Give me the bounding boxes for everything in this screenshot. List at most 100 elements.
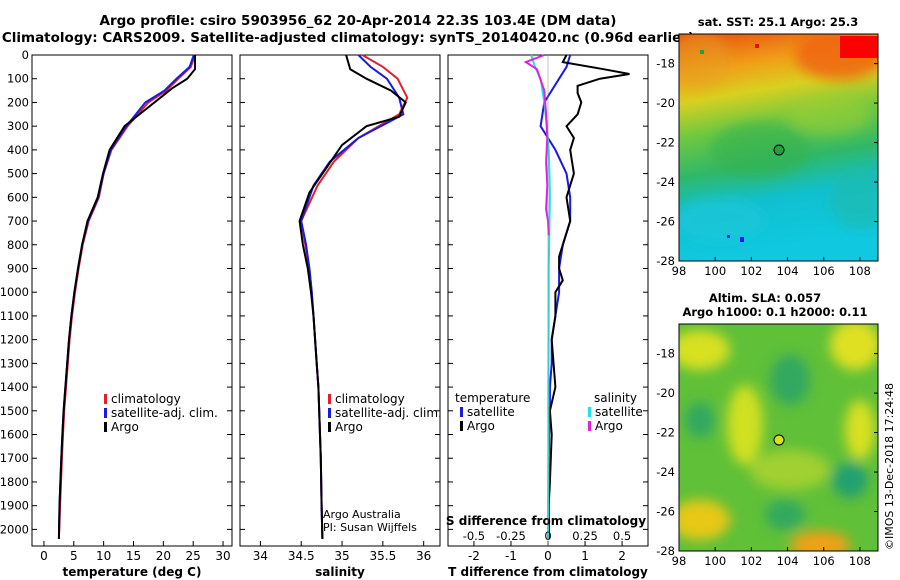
sla-axes: 98 100 102 104 106 108 -18 -20 -22 -24 -26 -28 [656, 347, 878, 568]
xtick-label-differences: 0 [544, 549, 552, 563]
sla-blobs [679, 324, 878, 551]
xtick-label-differences: 1 [581, 549, 589, 563]
map-xtick-label: 106 [813, 554, 835, 568]
map-ytick-label: -26 [656, 505, 675, 519]
sst-map: sat. SST: 25.1 Argo: 25.3 98 100 102 104 106… [656, 15, 879, 278]
series-line-argo [298, 54, 407, 539]
xtick-label-temperature: 15 [126, 549, 141, 563]
xlabel-salinity: salinity [315, 565, 365, 579]
xtick-label-temperature: 30 [215, 549, 230, 563]
xtick-label-temperature: 10 [96, 549, 111, 563]
header-line2: Climatology: CARS2009. Satellite-adjuste… [2, 30, 694, 46]
depth-tick-label: 1100 [0, 309, 29, 323]
depth-tick-label: 800 [7, 238, 29, 252]
x2tick-label: 0.5 [613, 529, 631, 543]
panel-temperature: 0100200300400500600700800900100011001200… [0, 48, 233, 579]
profile-panels: 0100200300400500600700800900100011001200… [0, 48, 649, 579]
depth-tick-label: 1400 [0, 380, 29, 394]
map-ytick-label: -18 [656, 347, 675, 361]
plot-frame-salinity [239, 54, 441, 547]
credit-line2: PI: Susan Wijffels [323, 521, 417, 534]
map-xtick-label: 104 [777, 554, 799, 568]
legend-swatch [460, 421, 463, 431]
xtick-label-temperature: 25 [186, 549, 201, 563]
depth-tick-label: 1900 [0, 499, 29, 513]
legend-label-temp-argo: Argo [467, 419, 495, 433]
series-line-argo [57, 55, 196, 539]
xlabel-temperature: temperature (deg C) [63, 565, 202, 579]
sst-axes: 98 100 102 104 106 108 -18 -20 -22 -24 -26 -28 [656, 57, 878, 278]
depth-tick-label: 1300 [0, 356, 29, 370]
xtick-label-temperature: 20 [156, 549, 171, 563]
xtick-label-salinity: 34 [253, 549, 268, 563]
xtick-label-salinity: 35 [334, 549, 349, 563]
series-line-salinity-satellite [530, 54, 551, 539]
depth-tick-label: 700 [7, 214, 29, 228]
legend-label-temperature: satellite-adj. clim. [111, 406, 218, 420]
legend-swatch [104, 408, 107, 418]
map-ytick-label: -24 [656, 175, 675, 189]
map-ytick-label: -22 [656, 136, 675, 150]
series-line-temperature-argo [547, 54, 630, 539]
map-xtick-label: 100 [704, 554, 726, 568]
xtick-label-differences: -2 [468, 549, 480, 563]
depth-tick-label: 1800 [0, 475, 29, 489]
map-ytick-label: -18 [656, 57, 675, 71]
legend-title-salinity: salinity [594, 391, 637, 405]
legend-title-temperature: temperature [455, 391, 530, 405]
legend-swatch [588, 421, 591, 431]
map-ytick-label: -24 [656, 465, 675, 479]
depth-tick-label: 300 [7, 119, 29, 133]
plot-frame-temperature [31, 54, 233, 547]
sla-map: Altim. SLA: 0.057 Argo h1000: 0.1 h2000:… [656, 291, 879, 568]
depth-tick-label: 1200 [0, 333, 29, 347]
xtick-label-temperature: 0 [40, 549, 48, 563]
legend-swatch [328, 394, 331, 404]
xtick-label-temperature: 5 [70, 549, 78, 563]
map-ytick-label: -20 [656, 96, 675, 110]
panel-differences: -2 -1 0 1 2 T difference from climatology -0.5… [446, 54, 649, 579]
legend-label-sal-satellite: satellite [595, 405, 643, 419]
depth-tick-label: 900 [7, 261, 29, 275]
map-xtick-label: 98 [672, 554, 687, 568]
legend-swatch [460, 407, 463, 417]
legend-label-temp-satellite: satellite [467, 405, 515, 419]
map-xtick-label: 98 [672, 264, 687, 278]
legend-swatch [104, 394, 107, 404]
legend-label-salinity: Argo [335, 420, 363, 434]
depth-tick-label: 2000 [0, 522, 29, 536]
legend-label-sal-argo: Argo [595, 419, 623, 433]
sla-map-subtitle: Argo h1000: 0.1 h2000: 0.11 [682, 305, 867, 319]
x2label: S difference from climatology [446, 514, 646, 528]
depth-tick-label: 1000 [0, 285, 29, 299]
map-xtick-label: 102 [740, 554, 762, 568]
depth-tick-label: 400 [7, 143, 29, 157]
xtick-label-differences: -1 [505, 549, 517, 563]
legend-label-temperature: Argo [111, 420, 139, 434]
map-xtick-label: 104 [777, 264, 799, 278]
map-xtick-label: 102 [740, 264, 762, 278]
map-ytick-label: -26 [656, 215, 675, 229]
depth-tick-label: 0 [22, 48, 29, 62]
map-ytick-label: -28 [656, 254, 675, 268]
imos-credit: ©IMOS 13-Dec-2018 17:24:48 [883, 383, 896, 550]
xlabel-differences: T difference from climatology [448, 565, 648, 579]
legend-swatch [588, 407, 591, 417]
depth-tick-label: 1600 [0, 428, 29, 442]
legend-swatch [104, 422, 107, 432]
map-ytick-label: -22 [656, 426, 675, 440]
map-xtick-label: 108 [849, 554, 871, 568]
depth-tick-label: 1700 [0, 451, 29, 465]
legend-label-temperature: climatology [111, 392, 181, 406]
sst-map-title: sat. SST: 25.1 Argo: 25.3 [698, 15, 858, 29]
credit-line1: Argo Australia [323, 508, 401, 521]
series-line-salinity-argo [523, 54, 550, 236]
xtick-label-salinity: 34.5 [288, 549, 315, 563]
legend-label-salinity: satellite-adj. clim. [335, 406, 442, 420]
depth-tick-label: 600 [7, 190, 29, 204]
x2tick-label: -0.25 [496, 529, 526, 543]
map-xtick-label: 106 [813, 264, 835, 278]
x2tick-label: -0.5 [463, 529, 485, 543]
